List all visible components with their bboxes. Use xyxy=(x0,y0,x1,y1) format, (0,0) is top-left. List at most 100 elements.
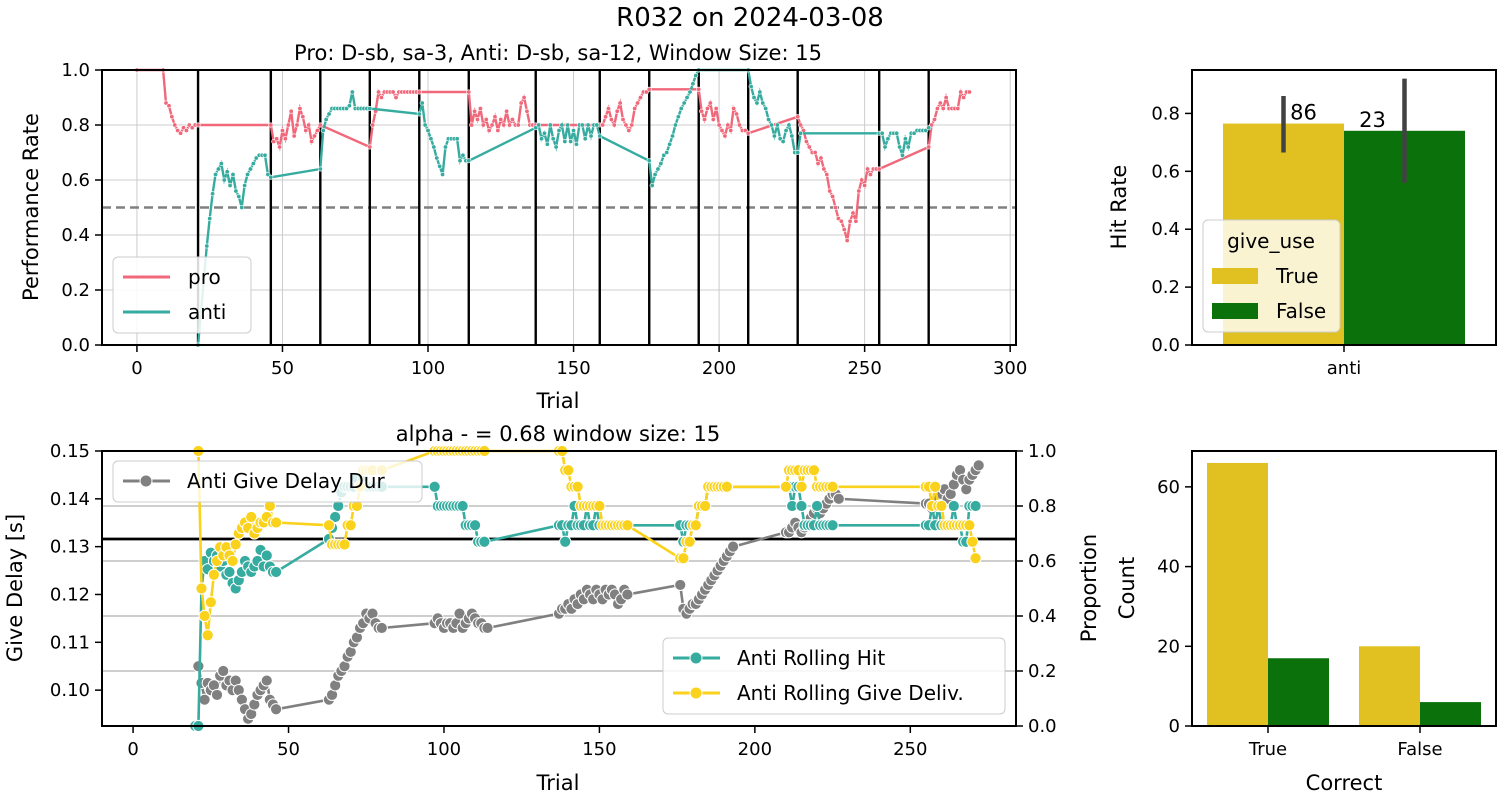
data-point-pro xyxy=(824,172,830,178)
data-point-pro xyxy=(495,128,501,134)
data-point-anti xyxy=(536,122,542,128)
data-point-anti xyxy=(454,136,460,142)
give-delay-x-tick-label: 0 xyxy=(127,739,138,760)
data-point-anti xyxy=(899,152,905,158)
data-point-anti xyxy=(544,141,550,147)
data-point-pro xyxy=(632,106,638,112)
data-point-pro xyxy=(469,122,475,128)
data-point-anti-rolling-hit xyxy=(269,565,283,579)
data-point-anti xyxy=(440,172,446,178)
hit-rate-y-tick-label: 0.6 xyxy=(1151,161,1180,182)
data-point-anti-give-delay-dur xyxy=(972,459,985,472)
give-delay-plot-frame xyxy=(101,450,1017,727)
data-point-pro xyxy=(498,117,504,123)
legend-marker-rolling-hit xyxy=(689,651,703,665)
give-delay-y-tick-label: 0.13 xyxy=(50,537,90,558)
data-point-pro xyxy=(504,108,510,114)
data-point-pro xyxy=(629,122,635,128)
data-point-pro xyxy=(710,117,716,123)
data-point-anti-rolling-give-deliv xyxy=(207,568,221,581)
perf-x-tick-label: 0 xyxy=(131,358,142,379)
data-point-pro xyxy=(876,166,882,172)
data-point-anti xyxy=(218,161,224,167)
data-point-anti-rolling-hit xyxy=(559,535,572,548)
data-point-anti-rolling-give-deliv xyxy=(699,499,712,513)
data-point-anti-rolling-give-deliv xyxy=(344,519,357,532)
data-point-anti xyxy=(672,122,678,128)
legend-swatch-false xyxy=(1212,303,1258,319)
hit-rate-y-tick-label: 0.8 xyxy=(1151,103,1180,124)
data-point-pro xyxy=(291,133,297,139)
data-point-anti-rolling-hit xyxy=(826,519,839,532)
data-point-pro xyxy=(830,194,836,200)
data-point-anti xyxy=(419,100,425,106)
data-point-anti xyxy=(780,139,786,145)
data-point-anti xyxy=(754,100,760,106)
data-point-pro xyxy=(524,108,530,114)
data-point-anti xyxy=(210,191,216,197)
legend-label-anti-give-delay: Anti Give Delay Dur xyxy=(187,469,385,493)
data-point-anti xyxy=(926,125,932,131)
data-point-pro xyxy=(818,155,824,161)
data-point-anti-give-delay-dur xyxy=(726,540,740,553)
data-point-pro xyxy=(466,89,472,95)
data-point-anti xyxy=(562,139,568,145)
data-point-anti-give-delay-dur xyxy=(217,664,230,678)
data-point-pro xyxy=(317,122,323,128)
data-point-anti xyxy=(649,183,655,189)
data-point-pro xyxy=(195,122,201,128)
data-point-pro xyxy=(638,95,644,101)
data-point-anti xyxy=(553,144,559,150)
data-point-anti-give-delay-dur xyxy=(260,674,273,687)
data-point-pro xyxy=(309,139,315,145)
data-point-anti xyxy=(215,166,221,172)
data-point-pro xyxy=(474,117,480,123)
data-point-anti xyxy=(690,81,696,87)
data-point-anti xyxy=(588,133,594,139)
data-point-anti xyxy=(905,144,911,150)
data-point-anti xyxy=(667,141,673,147)
bar-count-false-false xyxy=(1420,702,1481,726)
data-point-anti xyxy=(597,133,603,139)
data-point-pro xyxy=(376,89,382,95)
data-point-anti-rolling-give-deliv xyxy=(621,519,634,532)
data-point-anti-rolling-give-deliv xyxy=(226,554,239,568)
data-point-anti xyxy=(768,122,774,128)
data-point-pro xyxy=(183,128,189,134)
data-point-anti xyxy=(681,100,687,106)
data-point-anti xyxy=(239,205,245,211)
data-point-anti-rolling-give-deliv xyxy=(969,552,982,565)
give-delay-chart: alpha - = 0.68 window size: 15 Trial Giv… xyxy=(3,422,1101,795)
data-point-anti-rolling-give-deliv xyxy=(966,535,979,548)
data-point-pro xyxy=(702,117,708,123)
data-point-anti xyxy=(757,89,763,95)
data-point-pro xyxy=(931,117,937,123)
data-point-anti xyxy=(349,89,355,95)
data-point-anti xyxy=(539,136,545,142)
data-point-pro xyxy=(515,122,521,128)
data-point-anti-rolling-give-deliv xyxy=(720,480,733,493)
data-point-anti xyxy=(207,216,213,222)
count-chart: Correct Count 0 20 40 60 True False xyxy=(1115,450,1497,795)
proportion-y-tick-label: 1.0 xyxy=(1028,441,1057,462)
give-delay-x-tick-label: 150 xyxy=(582,739,616,760)
data-point-pro xyxy=(734,111,740,117)
data-point-anti xyxy=(442,144,448,150)
data-point-anti-rolling-give-deliv xyxy=(229,538,242,551)
data-point-anti xyxy=(565,122,571,128)
perf-y-tick-label: 0.8 xyxy=(61,115,90,136)
data-point-anti xyxy=(230,172,236,178)
data-point-pro xyxy=(282,136,288,142)
data-point-pro xyxy=(620,117,626,123)
data-point-anti-rolling-hit xyxy=(969,499,982,513)
data-point-anti xyxy=(655,166,661,172)
hit-rate-y-axis-label: Hit Rate xyxy=(1107,165,1131,250)
data-point-anti xyxy=(766,117,772,123)
data-point-anti xyxy=(457,158,463,164)
bar-count-true-true xyxy=(1207,462,1268,726)
data-point-anti xyxy=(559,122,565,128)
data-point-pro xyxy=(812,150,818,156)
give-delay-chart-title: alpha - = 0.68 window size: 15 xyxy=(396,422,720,446)
data-point-pro xyxy=(821,166,827,172)
